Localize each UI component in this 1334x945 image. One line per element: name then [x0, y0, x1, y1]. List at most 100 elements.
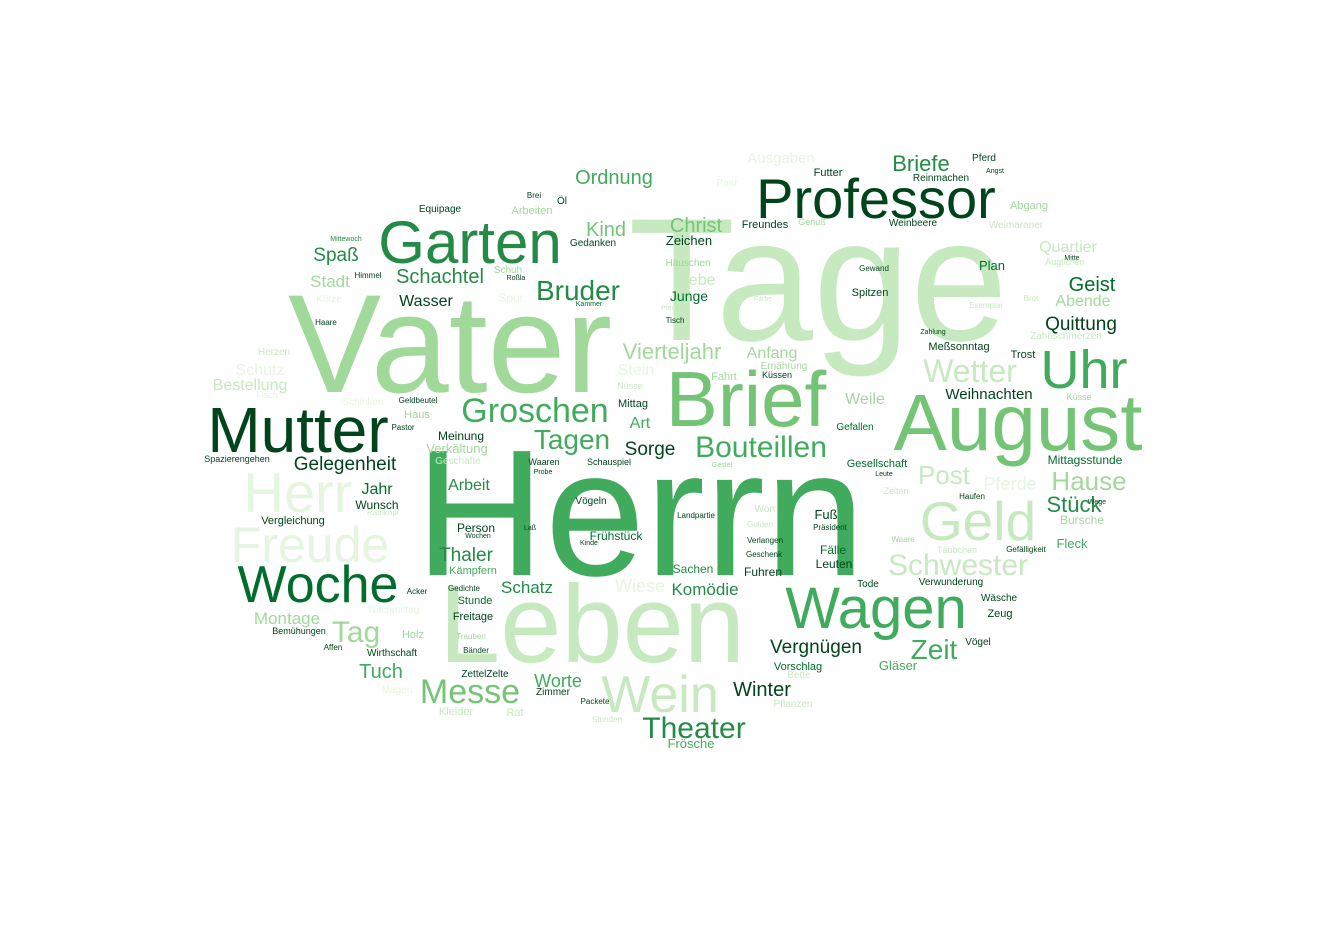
word-kammer: Kammer — [576, 301, 603, 308]
word-nuesse: Nüsse — [617, 381, 643, 391]
word-kind: Kind — [586, 219, 626, 241]
word-gelegenheit: Gelegenheit — [294, 454, 397, 475]
word-brot: Brot — [1024, 294, 1039, 303]
word-stadt: Stadt — [310, 272, 350, 291]
word-holz: Holz — [402, 629, 424, 641]
word-briefe: Briefe — [892, 151, 949, 176]
word-trost: Trost — [1011, 349, 1036, 361]
word-stunde: Stunde — [458, 595, 493, 607]
word-futter: Futter — [814, 167, 843, 179]
word-tage: Tage — [628, 183, 1007, 378]
word-vierteljahr: Vierteljahr — [623, 339, 722, 364]
word-reinmachen: Reinmachen — [913, 173, 969, 184]
word-weimaraner: Weimaraner — [989, 220, 1044, 231]
word-schuh: Schuh — [494, 265, 522, 276]
word-schatz: Schatz — [501, 578, 553, 597]
word-arbeiten: Arbeiten — [512, 205, 553, 217]
word-angst: Angst — [986, 168, 1004, 175]
word-weile: Weile — [845, 391, 885, 408]
word-aeuglichen: Äuglichen — [1045, 257, 1085, 267]
word-wege: Wege — [1088, 499, 1106, 506]
word-bouteillen: Bouteillen — [695, 431, 827, 464]
word-vergleichung: Vergleichung — [261, 515, 325, 527]
word-pastor: Pastor — [391, 423, 414, 432]
word-gestel: Gestel — [712, 462, 733, 469]
word-sachen: Sachen — [673, 562, 714, 576]
word-gulden: Gulden — [747, 520, 773, 529]
word-verwunderung: Verwunderung — [919, 577, 984, 588]
word-genuss: Genuß — [798, 217, 826, 227]
word-stueck: Stück — [1046, 492, 1102, 517]
word-schwester: Schwester — [888, 549, 1028, 582]
word-glaeser: Gläser — [879, 658, 918, 673]
word-weihnachten: Weihnachten — [945, 386, 1032, 403]
word-gewand: Gewand — [859, 264, 889, 273]
word-mitte: Mitte — [1064, 255, 1079, 262]
word-fruehstueck: Frühstück — [590, 529, 644, 543]
word-brei: Brei — [527, 191, 541, 200]
word-lass: Laß — [524, 525, 536, 532]
word-magen: Magen — [382, 685, 413, 696]
word-haufen: Haufen — [959, 492, 985, 501]
word-geschaefte: Geschäfte — [435, 456, 481, 467]
word-wiese: Wiese — [615, 576, 665, 596]
word-arbeit: Arbeit — [448, 477, 490, 494]
word-wagen: Wagen — [785, 576, 967, 641]
word-herrn: Herrn — [415, 413, 865, 614]
word-affen: Affen — [324, 643, 343, 652]
word-zeug: Zeug — [987, 608, 1012, 620]
word-tagen: Tagen — [534, 424, 610, 455]
word-pferde: Pferde — [983, 474, 1036, 494]
word-leben: Leben — [439, 563, 745, 686]
word-trauben: Trauben — [456, 632, 486, 641]
word-haare: Haare — [315, 318, 337, 327]
word-bursche: Bursche — [1060, 513, 1104, 527]
word-brief: Brief — [666, 355, 827, 443]
word-person: Person — [457, 521, 495, 535]
word-herzen: Herzen — [258, 347, 290, 358]
word-christ: Christ — [670, 215, 723, 237]
word-pferd: Pferd — [972, 153, 996, 164]
word-praesident: Präsident — [813, 523, 848, 532]
word-schauspiel: Schauspiel — [587, 457, 631, 467]
word-tisch: Tisch — [666, 316, 685, 325]
word-thaler: Thaler — [439, 545, 494, 566]
word-spur: Spur — [498, 291, 523, 305]
word-zettelzelte: ZettelZelte — [461, 669, 509, 680]
word-rat: Rat — [506, 707, 523, 719]
word-spass: Spaß — [313, 245, 358, 266]
word-junge: Junge — [670, 288, 708, 304]
word-stein: Stein — [618, 362, 654, 379]
word-bette: Bette — [787, 670, 811, 681]
word-geldbeutel: Geldbeutel — [399, 396, 438, 405]
word-tuch: Tuch — [359, 661, 403, 683]
word-wasser: Wasser — [399, 293, 453, 310]
word-winter: Winter — [733, 679, 791, 701]
word-equipage: Equipage — [419, 204, 462, 215]
word-leuten: Leuten — [816, 557, 853, 571]
word-kuerze: Kürze — [316, 294, 343, 305]
word-kuessen: Küssen — [762, 370, 792, 380]
word-theater: Theater — [642, 712, 745, 745]
word-schachtel: Schachtel — [396, 266, 484, 288]
word-groschen: Groschen — [461, 392, 608, 430]
word-ausgaben: Ausgaben — [747, 150, 815, 167]
word-paar: Paar — [716, 178, 738, 189]
word-fahrt: Fahrt — [711, 371, 737, 383]
word-fisch: Fisch — [256, 390, 278, 400]
word-mutter: Mutter — [207, 394, 388, 466]
word-wirthschaft: Wirthschaft — [367, 648, 417, 659]
word-gedanken: Gedanken — [570, 238, 616, 249]
word-stunden: Stunden — [592, 715, 622, 724]
word-baender: Bänder — [463, 646, 489, 655]
word-herr: Herr — [244, 461, 353, 524]
word-pfennige: Pfennige — [661, 305, 689, 312]
word-tag: Tag — [332, 616, 380, 649]
word-tode: Tode — [857, 579, 879, 590]
word-messsonntag: Meßsonntag — [928, 341, 989, 353]
word-fuss: Fuß — [814, 507, 837, 522]
word-verkaeltung: Verkältung — [426, 441, 487, 456]
word-probe: Probe — [534, 469, 553, 476]
word-montage: Montage — [254, 609, 320, 628]
word-messe: Messe — [420, 673, 520, 711]
